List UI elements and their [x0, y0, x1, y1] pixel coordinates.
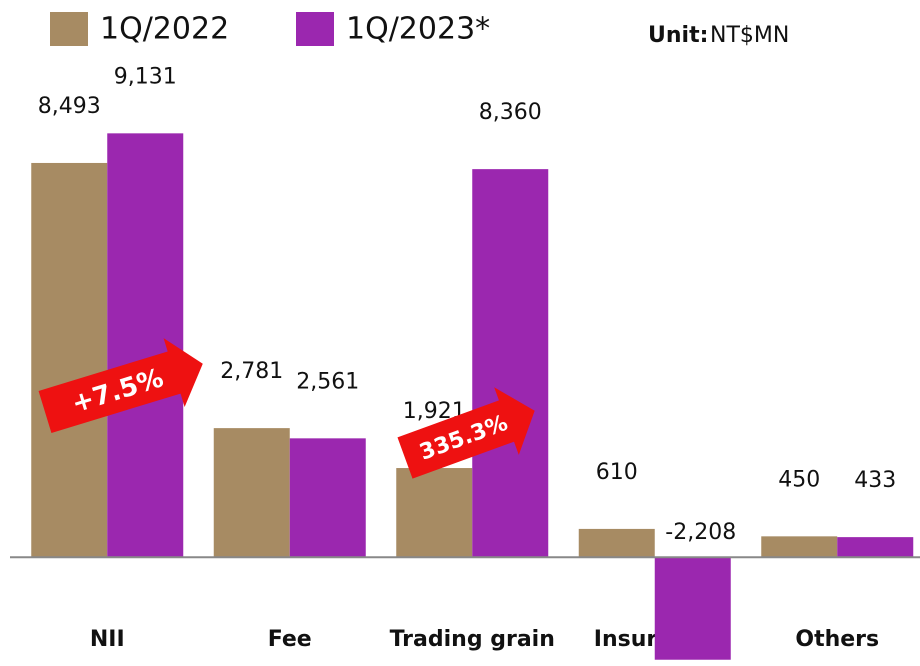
value-label: 2,781	[220, 359, 283, 384]
value-label: 8,493	[38, 94, 101, 119]
bar	[213, 428, 290, 558]
bar	[289, 438, 366, 558]
arrow-shape	[38, 338, 203, 434]
bar	[837, 537, 914, 558]
value-label: 610	[596, 460, 638, 485]
value-label: 9,131	[114, 64, 177, 89]
x-tick-label: NII	[90, 627, 125, 652]
value-label: 8,360	[479, 100, 542, 125]
value-label: 433	[854, 468, 896, 493]
bar	[761, 536, 838, 558]
unit-label: Unit:	[648, 23, 708, 48]
x-tick-label: Others	[795, 627, 879, 652]
x-tick-label: Trading grain	[390, 627, 555, 652]
bar	[31, 162, 108, 558]
legend-label: 1Q/2022	[100, 12, 229, 47]
legend-label: 1Q/2023*	[346, 12, 490, 47]
legend-swatch	[296, 12, 334, 46]
unit: NT$MN	[710, 23, 789, 48]
arrow-shape	[397, 387, 535, 479]
value-label: -2,208	[665, 520, 736, 545]
bar	[472, 169, 549, 558]
value-label: 450	[778, 467, 820, 492]
legend-swatch	[50, 12, 88, 46]
bar	[654, 557, 731, 660]
x-tick-label: Fee	[268, 627, 312, 652]
value-label: 2,561	[296, 369, 359, 394]
bar	[578, 528, 655, 558]
bar	[396, 468, 473, 558]
